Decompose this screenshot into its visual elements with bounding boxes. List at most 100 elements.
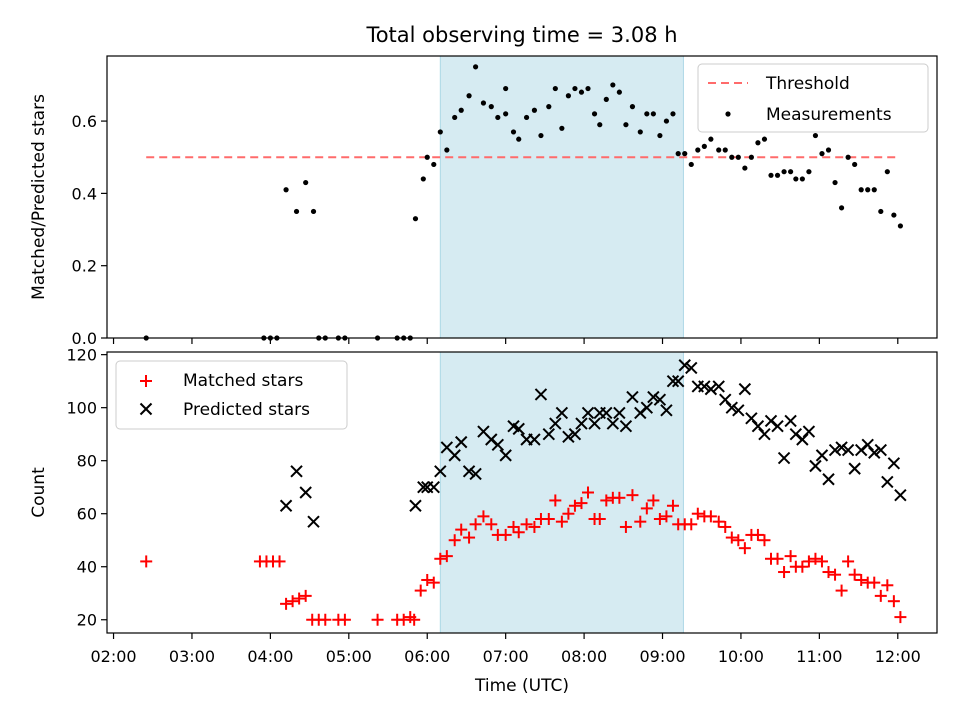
data-point-predicted — [417, 480, 430, 494]
data-point-matched — [626, 489, 639, 502]
data-point-matched — [549, 494, 562, 507]
legend-measurement-label: Measurements — [766, 105, 892, 125]
data-point-matched — [809, 552, 822, 565]
data-point-matched — [421, 573, 434, 586]
data-point-matched — [758, 534, 771, 547]
data-point-matched — [829, 568, 842, 581]
data-point-predicted — [822, 473, 835, 486]
data-point-predicted — [685, 361, 698, 375]
data-point-predicted — [581, 406, 595, 420]
data-point-predicted — [666, 374, 680, 388]
data-point-measurement — [682, 151, 688, 157]
legend-box — [115, 360, 348, 430]
data-point-matched — [562, 507, 575, 520]
data-point-measurement — [858, 187, 864, 193]
data-point-predicted — [299, 486, 312, 499]
data-point-matched — [293, 592, 306, 605]
data-point-matched — [434, 552, 447, 565]
data-point-measurement — [774, 172, 781, 178]
data-point-measurement — [755, 140, 761, 146]
y-tick-label: 0.2 — [72, 257, 97, 276]
data-point-predicted — [738, 382, 752, 396]
legend-matched-label: Matched stars — [183, 371, 303, 391]
data-point-matched — [528, 520, 541, 533]
axes-frame — [106, 55, 938, 339]
data-point-predicted — [613, 406, 626, 420]
data-point-measurement — [708, 136, 714, 142]
data-point-matched — [319, 613, 332, 626]
data-point-predicted — [777, 451, 791, 465]
data-point-measurement — [503, 85, 509, 92]
data-point-measurement — [768, 172, 774, 178]
data-point-predicted — [619, 420, 633, 433]
data-point-matched — [371, 613, 384, 626]
data-point-measurement — [452, 114, 458, 121]
data-point-matched — [448, 534, 461, 547]
data-point-predicted — [542, 427, 556, 441]
data-point-matched — [520, 518, 533, 531]
data-point-predicted — [796, 433, 809, 446]
data-point-predicted — [455, 435, 468, 449]
data-point-matched — [685, 518, 698, 531]
legend-matched-swatch — [140, 375, 152, 387]
data-point-matched — [653, 513, 666, 526]
data-point-predicted — [712, 380, 725, 393]
data-point-predicted — [874, 443, 888, 457]
data-point-measurement — [897, 223, 904, 229]
data-point-measurement — [585, 85, 591, 92]
data-point-predicted — [784, 414, 797, 428]
data-point-matched — [738, 542, 751, 555]
data-point-predicted — [835, 441, 848, 454]
data-point-measurement — [788, 169, 794, 175]
data-point-measurement — [424, 154, 430, 160]
data-point-measurement — [472, 64, 479, 70]
data-point-matched — [140, 555, 153, 568]
data-point-measurement — [458, 107, 464, 113]
shaded-interval — [439, 351, 684, 634]
data-point-matched — [542, 513, 555, 526]
data-point-measurement — [578, 89, 585, 95]
data-point-predicted — [647, 390, 660, 404]
x-tick-label: 05:00 — [326, 647, 372, 666]
data-point-predicted — [751, 420, 765, 433]
data-point-predicted — [555, 406, 569, 420]
axes-frame — [106, 351, 938, 634]
y-tick-label: 0.6 — [72, 112, 97, 131]
data-point-predicted — [809, 459, 822, 473]
data-point-measurement — [761, 136, 768, 142]
data-point-measurement — [806, 169, 812, 175]
data-point-matched — [455, 523, 468, 536]
data-point-predicted — [881, 475, 894, 489]
data-point-measurement — [510, 129, 517, 135]
data-point-measurement — [675, 151, 681, 157]
data-point-matched — [691, 507, 704, 520]
data-point-predicted — [448, 449, 461, 462]
data-point-predicted — [491, 438, 505, 451]
y-axis-label: Count — [29, 467, 49, 518]
data-point-matched — [874, 589, 887, 602]
y-tick-label: 60 — [77, 505, 97, 524]
x-tick-label: 07:00 — [483, 647, 529, 666]
data-point-predicted — [512, 422, 525, 436]
data-point-measurement — [572, 85, 578, 92]
legend-threshold-label: Threshold — [765, 74, 850, 94]
data-point-matched — [507, 520, 520, 533]
y-tick-label: 100 — [66, 399, 97, 418]
data-point-matched — [771, 552, 784, 565]
data-point-predicted — [671, 374, 685, 388]
data-point-measurement — [293, 208, 300, 215]
data-point-predicted — [861, 438, 874, 451]
data-point-predicted — [887, 457, 901, 470]
data-point-predicted — [307, 515, 320, 528]
data-point-measurement — [884, 169, 890, 175]
data-point-matched — [427, 576, 440, 589]
data-point-matched — [842, 555, 855, 568]
data-point-matched — [477, 510, 490, 523]
data-point-predicted — [828, 443, 842, 457]
data-point-measurement — [610, 82, 616, 88]
x-tick-label: 04:00 — [247, 647, 293, 666]
data-point-measurement — [597, 122, 603, 128]
data-point-matched — [469, 518, 482, 531]
data-point-measurement — [603, 96, 609, 102]
